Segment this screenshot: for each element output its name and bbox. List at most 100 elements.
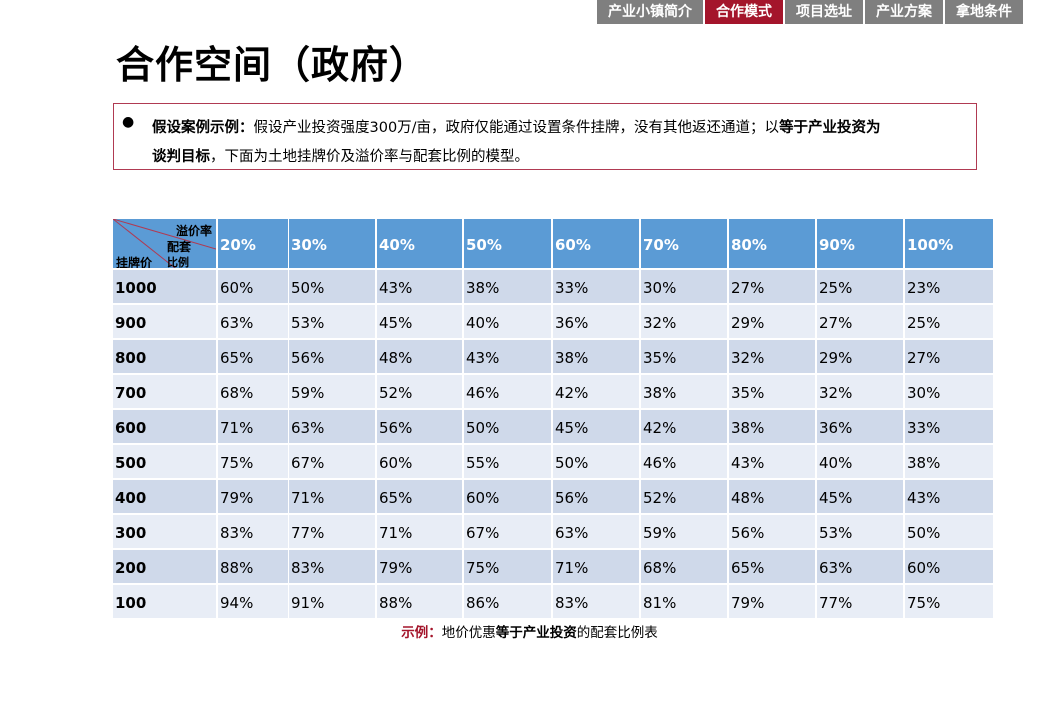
table-cell: 32% [729,340,815,373]
table-cell: 50% [464,410,551,443]
column-header: 90% [817,219,903,268]
row-label: 1000 [113,270,216,303]
column-header: 100% [905,219,993,268]
table-cell: 65% [377,480,462,513]
tab-land-conditions[interactable]: 拿地条件 [945,0,1023,24]
tab-site-selection[interactable]: 项目选址 [785,0,863,24]
table-cell: 94% [218,585,288,618]
table-cell: 67% [464,515,551,548]
table-cell: 71% [218,410,288,443]
table-cell: 25% [817,270,903,303]
table-row: 700 68% 59% 52% 46% 42% 38% 35% 32% 30% [113,375,993,408]
table-cell: 83% [553,585,639,618]
caption-text-1: 地价优惠 [441,625,496,641]
row-label: 900 [113,305,216,338]
table-cell: 71% [289,480,375,513]
column-header: 80% [729,219,815,268]
table-row: 1000 60% 50% 43% 38% 33% 30% 27% 25% 23% [113,270,993,303]
column-header: 30% [289,219,375,268]
tab-intro[interactable]: 产业小镇简介 [597,0,703,24]
table-row: 500 75% 67% 60% 55% 50% 46% 43% 40% 38% [113,445,993,478]
table-cell: 38% [729,410,815,443]
table-cell: 48% [377,340,462,373]
table-corner-header: 溢价率 配套 比例 挂牌价 [113,219,216,268]
table-cell: 43% [377,270,462,303]
table-cell: 83% [289,550,375,583]
table-cell: 35% [641,340,727,373]
table-cell: 68% [218,375,288,408]
table-cell: 35% [729,375,815,408]
table-row: 600 71% 63% 56% 50% 45% 42% 38% 36% 33% [113,410,993,443]
table-cell: 42% [641,410,727,443]
table-cell: 38% [641,375,727,408]
table-row: 200 88% 83% 79% 75% 71% 68% 65% 63% 60% [113,550,993,583]
table-cell: 68% [641,550,727,583]
table-cell: 43% [464,340,551,373]
table-cell: 25% [905,305,993,338]
caption-text-2: 的配套比例表 [576,625,658,641]
table-cell: 65% [729,550,815,583]
table-cell: 43% [729,445,815,478]
table-cell: 88% [218,550,288,583]
column-header: 20% [218,219,288,268]
table-cell: 63% [289,410,375,443]
column-header: 60% [553,219,639,268]
table-cell: 46% [641,445,727,478]
table-cell: 79% [729,585,815,618]
table-cell: 42% [553,375,639,408]
caption-prefix: 示例： [401,625,442,641]
table-cell: 40% [817,445,903,478]
table-cell: 59% [641,515,727,548]
table-row: 800 65% 56% 48% 43% 38% 35% 32% 29% 27% [113,340,993,373]
note-line-2: 谈判目标，下面为土地挂牌价及溢价率与配套比例的模型。 [152,145,529,166]
table-row: 100 94% 91% 88% 86% 83% 81% 79% 77% 75% [113,585,993,618]
table-cell: 45% [377,305,462,338]
note-text-1: 假设产业投资强度300万/亩，政府仅能通过设置条件挂牌，没有其他返还通道；以 [253,120,780,136]
note-text-2: ，下面为土地挂牌价及溢价率与配套比例的模型。 [210,149,529,165]
table-cell: 75% [905,585,993,618]
table-cell: 33% [553,270,639,303]
table-cell: 50% [289,270,375,303]
caption-bold: 等于产业投资 [495,625,577,641]
table-cell: 65% [218,340,288,373]
tab-industry-plan[interactable]: 产业方案 [865,0,943,24]
note-bold-1: 等于产业投资为 [779,120,881,136]
table-cell: 81% [641,585,727,618]
table-cell: 36% [553,305,639,338]
table-cell: 56% [729,515,815,548]
table-cell: 63% [553,515,639,548]
corner-label-price: 挂牌价 [116,256,153,268]
table-cell: 56% [553,480,639,513]
table-cell: 40% [464,305,551,338]
table-cell: 23% [905,270,993,303]
note-line-1: 假设案例示例：假设产业投资强度300万/亩，政府仅能通过设置条件挂牌，没有其他返… [152,116,881,137]
table-cell: 27% [729,270,815,303]
table-cell: 38% [464,270,551,303]
table-cell: 63% [218,305,288,338]
table-cell: 63% [817,550,903,583]
row-label: 300 [113,515,216,548]
row-label: 700 [113,375,216,408]
table-cell: 29% [729,305,815,338]
column-header: 70% [641,219,727,268]
row-label: 100 [113,585,216,618]
table-cell: 60% [905,550,993,583]
table-cell: 32% [817,375,903,408]
table-cell: 77% [817,585,903,618]
table-cell: 53% [817,515,903,548]
table-cell: 53% [289,305,375,338]
table-cell: 77% [289,515,375,548]
bullet-icon: ● [122,114,135,130]
table-cell: 38% [553,340,639,373]
tab-cooperation-mode[interactable]: 合作模式 [705,0,783,24]
corner-label-premium: 溢价率 [175,224,212,238]
row-label: 600 [113,410,216,443]
table-cell: 33% [905,410,993,443]
row-label: 200 [113,550,216,583]
table-cell: 60% [218,270,288,303]
table-cell: 30% [641,270,727,303]
table-cell: 30% [905,375,993,408]
table-caption: 示例：地价优惠等于产业投资的配套比例表 [0,621,1039,641]
table-cell: 88% [377,585,462,618]
note-lead: 假设案例示例： [152,120,254,136]
